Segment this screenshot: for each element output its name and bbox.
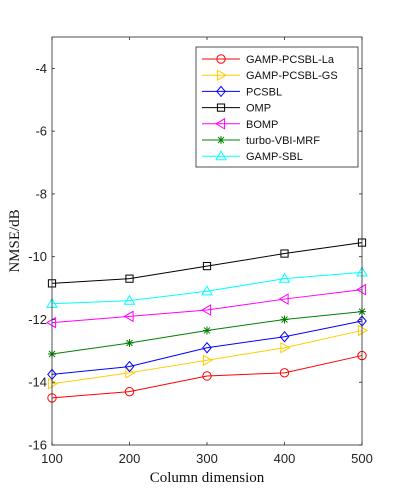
legend-box bbox=[195, 46, 359, 168]
series-0-point-2 bbox=[202, 371, 212, 381]
x-axis-label: Column dimension bbox=[150, 470, 265, 486]
legend-marker-5 bbox=[217, 136, 225, 144]
series-3-point-1 bbox=[125, 274, 134, 283]
series-6-point-1 bbox=[123, 294, 136, 305]
series-line-6 bbox=[51, 271, 363, 305]
series-6-point-3 bbox=[278, 272, 291, 283]
legend-label-3: OMP bbox=[246, 103, 271, 115]
x-tick-label-3: 400 bbox=[274, 451, 296, 466]
y-tick-label-4: -12 bbox=[28, 312, 47, 327]
series-1-point-4 bbox=[357, 324, 368, 337]
series-5-point-2 bbox=[203, 326, 211, 335]
series-line-1 bbox=[51, 329, 363, 385]
legend-marker-1 bbox=[216, 69, 227, 82]
legend-label-5: turbo-VBI-MRF bbox=[246, 135, 320, 147]
series-line-4 bbox=[51, 289, 363, 324]
legend-marker-6 bbox=[215, 150, 227, 161]
series-0-point-1 bbox=[124, 386, 135, 397]
x-tick-label-0: 100 bbox=[41, 451, 63, 466]
series-0-point-3 bbox=[279, 368, 290, 378]
series-line-3 bbox=[51, 242, 363, 284]
y-tick-label-2: -8 bbox=[35, 186, 47, 201]
legend-marker-3 bbox=[216, 103, 226, 112]
legend-marker-4 bbox=[215, 117, 226, 130]
series-1-point-0 bbox=[47, 377, 58, 390]
legend-label-1: GAMP-PCSBL-GS bbox=[246, 70, 338, 82]
legend-label-4: BOMP bbox=[246, 119, 278, 131]
series-6-point-2 bbox=[201, 285, 213, 296]
y-tick-label-3: -10 bbox=[28, 249, 47, 264]
legend-label-6: GAMP-SBL bbox=[246, 151, 303, 163]
series-layer bbox=[46, 238, 368, 403]
series-3-point-2 bbox=[202, 262, 212, 271]
series-5-point-3 bbox=[280, 315, 289, 324]
y-tick-label-1: -6 bbox=[35, 124, 47, 139]
series-4-point-3 bbox=[278, 293, 289, 305]
x-tick-label-4: 500 bbox=[351, 451, 373, 466]
series-5-point-1 bbox=[125, 339, 134, 347]
series-4 bbox=[46, 283, 367, 329]
series-4-point-4 bbox=[356, 283, 367, 296]
y-axis-label: NMSE/dB bbox=[7, 209, 23, 272]
x-tick-label-1: 200 bbox=[119, 451, 141, 466]
legend-marker-0 bbox=[216, 54, 226, 64]
series-2-point-1 bbox=[124, 360, 135, 373]
legend-label-2: PCSBL bbox=[246, 86, 282, 98]
series-2-point-3 bbox=[279, 330, 290, 343]
series-2-point-2 bbox=[202, 341, 212, 354]
series-line-2 bbox=[51, 320, 363, 375]
ticks-layer: 100 200 300 400 500 -4 -6 -8 -10 -12 -14 -16 bbox=[28, 37, 373, 466]
x-tick-label-2: 300 bbox=[196, 451, 218, 466]
legend-marker-2 bbox=[216, 85, 226, 98]
y-tick-label-0: -4 bbox=[35, 61, 47, 76]
y-tick-label-6: -16 bbox=[28, 438, 47, 453]
series-1-point-2 bbox=[202, 354, 213, 367]
series-4-point-0 bbox=[46, 316, 57, 329]
legend: GAMP-PCSBL-La GAMP-PCSBL-GS PCSBL OMP BOMP tu… bbox=[195, 46, 359, 168]
series-3-point-3 bbox=[280, 249, 289, 258]
legend-label-0: GAMP-PCSBL-La bbox=[246, 54, 335, 66]
y-tick-label-5: -14 bbox=[28, 375, 47, 390]
series-line-0 bbox=[51, 355, 363, 399]
series-1-point-3 bbox=[280, 341, 291, 354]
series-4-point-1 bbox=[123, 310, 134, 323]
series-4-point-2 bbox=[201, 304, 212, 316]
